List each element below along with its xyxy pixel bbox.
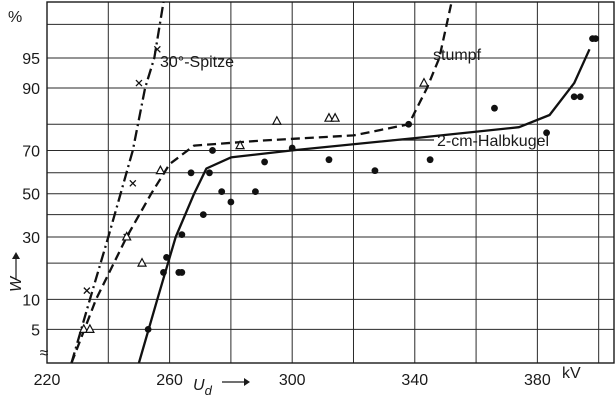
y-tick-label-10: 10 xyxy=(22,292,40,309)
series-2-point-9 xyxy=(209,147,216,154)
tick-labels: 220 260 300 340 380 5 10 30 50 70 90 95 xyxy=(22,51,551,389)
series-2-point-10 xyxy=(218,188,226,196)
series-0-point-0 xyxy=(83,287,91,295)
x-tick-label-340: 340 xyxy=(401,372,428,389)
series-2-point-2 xyxy=(163,254,170,261)
series-1-point-8 xyxy=(330,112,341,122)
series-1-point-9 xyxy=(418,77,429,87)
series-2-point-13 xyxy=(261,158,269,166)
series-1-point-4 xyxy=(155,164,166,175)
y-tick-label-95: 95 xyxy=(22,51,40,68)
x-unit-label: kV xyxy=(562,365,581,382)
series-1-point-1 xyxy=(84,323,95,333)
series-curve-1 xyxy=(70,1,453,364)
axis-break-symbol: ≈ xyxy=(40,345,49,362)
series-1-point-7 xyxy=(323,112,334,122)
series-2-point-15 xyxy=(325,156,333,164)
series-2-point-21 xyxy=(570,93,578,101)
series-0-point-4 xyxy=(153,45,161,53)
series-2-point-19 xyxy=(491,104,498,112)
series-0-point-2 xyxy=(129,179,137,187)
x-tick-label-220: 220 xyxy=(34,372,61,389)
y-tick-label-5: 5 xyxy=(31,322,40,339)
grid xyxy=(46,2,614,363)
series-2-point-1 xyxy=(160,269,167,276)
y-tick-label-70: 70 xyxy=(22,143,40,160)
series-2-point-8 xyxy=(206,169,213,177)
series-1-point-3 xyxy=(137,257,148,267)
series-2-point-16 xyxy=(371,167,379,175)
series-label-stumpf: stumpf xyxy=(433,47,482,64)
series-2-point-24 xyxy=(592,35,600,43)
series-1-point-0 xyxy=(78,323,89,333)
y-tick-label-30: 30 xyxy=(22,230,40,247)
series-points xyxy=(78,35,600,333)
series-2-point-4 xyxy=(178,269,186,276)
x-tick-label-380: 380 xyxy=(524,372,551,389)
series-curve-2 xyxy=(137,48,591,364)
series-2-point-17 xyxy=(405,120,413,128)
y-axis-label-arrowhead xyxy=(12,252,20,259)
series-1-point-2 xyxy=(121,231,132,241)
x-tick-label-300: 300 xyxy=(279,372,306,389)
x-axis-label-arrowhead xyxy=(244,378,250,386)
series-label-30-spitze: 30°-Spitze xyxy=(160,54,234,71)
series-2-point-20 xyxy=(543,129,550,137)
series-2-point-6 xyxy=(187,169,195,177)
series-2-point-22 xyxy=(576,93,584,101)
y-unit-label: % xyxy=(8,9,22,26)
series-0-point-3 xyxy=(135,79,143,87)
series-2-point-0 xyxy=(144,325,152,333)
x-axis-label: Ud xyxy=(193,377,213,397)
series-1-point-6 xyxy=(271,115,282,125)
series-1-point-5 xyxy=(235,139,246,150)
x-tick-label-260: 260 xyxy=(156,372,183,389)
y-axis-label: W xyxy=(8,275,25,292)
series-2-point-18 xyxy=(426,156,434,164)
series-2-point-14 xyxy=(288,144,296,152)
series-label-2cm-halbkugel: 2-cm-Halbkugel xyxy=(437,133,549,150)
series-curves xyxy=(70,1,591,364)
series-2-point-7 xyxy=(199,211,207,218)
series-2-point-11 xyxy=(227,198,235,206)
plot-frame xyxy=(46,1,615,364)
y-tick-label-90: 90 xyxy=(22,81,40,98)
series-2-point-12 xyxy=(252,188,259,196)
series-2-point-5 xyxy=(178,231,186,239)
y-tick-label-50: 50 xyxy=(22,187,40,204)
series-curve-0 xyxy=(70,1,165,364)
